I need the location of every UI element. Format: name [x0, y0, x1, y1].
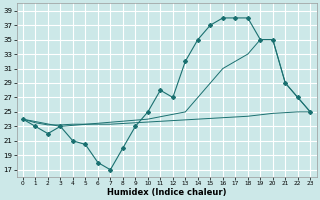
X-axis label: Humidex (Indice chaleur): Humidex (Indice chaleur) — [107, 188, 226, 197]
